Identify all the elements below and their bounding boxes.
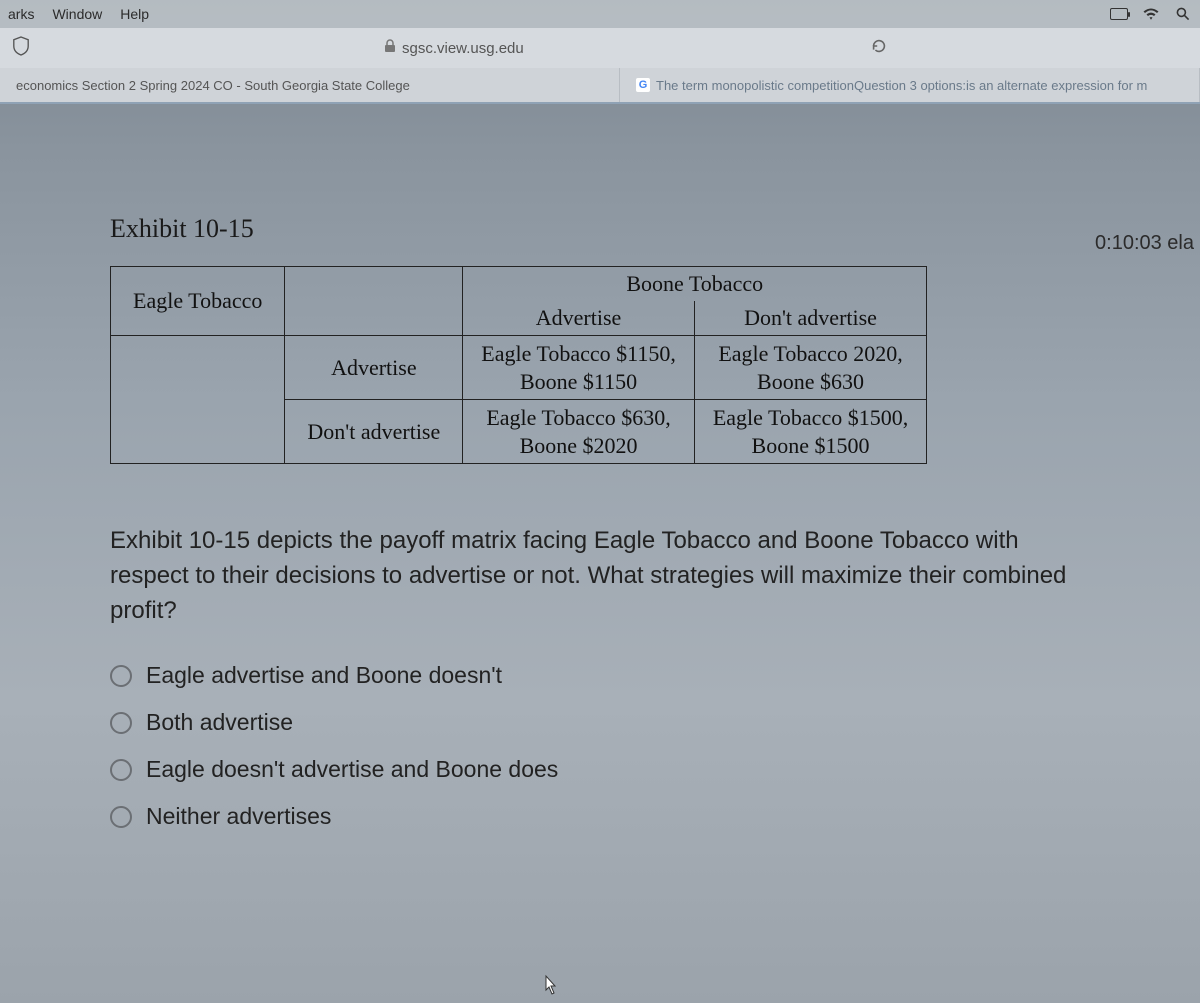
option-3[interactable]: Eagle doesn't advertise and Boone does <box>110 756 1070 783</box>
col-strategy-advertise: Advertise <box>463 301 695 336</box>
option-label: Eagle advertise and Boone doesn't <box>146 662 502 689</box>
payoff-cell: Eagle Tobacco $1150,Boone $1150 <box>463 336 695 400</box>
cursor-icon <box>540 974 560 1003</box>
payoff-matrix-table: Eagle Tobacco Boone Tobacco Advertise Do… <box>110 266 927 464</box>
col-player-label: Boone Tobacco <box>463 267 927 302</box>
shield-icon[interactable] <box>12 36 30 61</box>
lock-icon <box>384 39 396 57</box>
radio-icon[interactable] <box>110 806 132 828</box>
option-label: Neither advertises <box>146 803 331 830</box>
tab-label: The term monopolistic competitionQuestio… <box>656 78 1147 93</box>
radio-icon[interactable] <box>110 759 132 781</box>
answer-options: Eagle advertise and Boone doesn't Both a… <box>110 662 1070 830</box>
quiz-page: 0:10:03 ela Exhibit 10-15 Eagle Tobacco … <box>0 214 1200 830</box>
tab-label: economics Section 2 Spring 2024 CO - Sou… <box>16 78 410 93</box>
col-strategy-dont: Don't advertise <box>694 301 926 336</box>
row-strategy-advertise: Advertise <box>285 336 463 400</box>
payoff-cell: Eagle Tobacco $1500,Boone $1500 <box>694 400 926 464</box>
exhibit-title: Exhibit 10-15 <box>110 214 1070 244</box>
menu-item[interactable]: Window <box>52 6 102 22</box>
option-1[interactable]: Eagle advertise and Boone doesn't <box>110 662 1070 689</box>
elapsed-timer: 0:10:03 ela <box>1095 232 1194 255</box>
reload-icon[interactable] <box>870 37 888 60</box>
menu-item[interactable]: arks <box>8 6 34 22</box>
radio-icon[interactable] <box>110 665 132 687</box>
google-favicon-icon: G <box>636 78 650 92</box>
option-label: Eagle doesn't advertise and Boone does <box>146 756 558 783</box>
url-host: sgsc.view.usg.edu <box>402 40 524 57</box>
wifi-icon <box>1142 7 1160 21</box>
menu-item[interactable]: Help <box>120 6 149 22</box>
tab-google-search[interactable]: G The term monopolistic competitionQuest… <box>620 68 1200 102</box>
option-4[interactable]: Neither advertises <box>110 803 1070 830</box>
payoff-cell: Eagle Tobacco 2020,Boone $630 <box>694 336 926 400</box>
option-label: Both advertise <box>146 709 293 736</box>
option-2[interactable]: Both advertise <box>110 709 1070 736</box>
browser-toolbar: sgsc.view.usg.edu <box>0 28 1200 68</box>
radio-icon[interactable] <box>110 712 132 734</box>
question-prompt: Exhibit 10-15 depicts the payoff matrix … <box>110 524 1070 628</box>
tab-strip: economics Section 2 Spring 2024 CO - Sou… <box>0 68 1200 104</box>
row-player-label: Eagle Tobacco <box>111 267 285 336</box>
mac-menubar: arks Window Help <box>0 0 1200 28</box>
search-icon[interactable] <box>1174 7 1192 21</box>
address-bar[interactable]: sgsc.view.usg.edu <box>384 39 524 57</box>
payoff-cell: Eagle Tobacco $630,Boone $2020 <box>463 400 695 464</box>
tab-economics[interactable]: economics Section 2 Spring 2024 CO - Sou… <box>0 68 620 102</box>
battery-icon <box>1110 7 1128 21</box>
row-strategy-dont: Don't advertise <box>285 400 463 464</box>
